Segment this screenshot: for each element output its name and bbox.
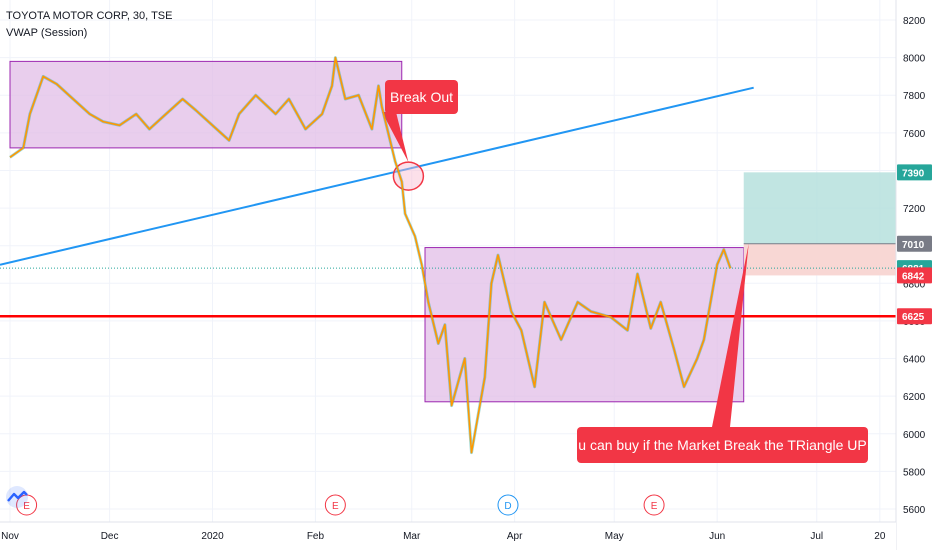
- price-vwap-line: [9, 56, 732, 454]
- breakout-pointer: [382, 112, 409, 163]
- y-tick-label: 6200: [903, 392, 926, 403]
- event-marker: [324, 494, 346, 516]
- x-tick-label: Apr: [507, 531, 523, 542]
- buy-note-pointer: [712, 243, 749, 427]
- price-label: 7010: [902, 240, 925, 251]
- y-tick-label: 7600: [903, 129, 926, 140]
- y-tick-label: 5600: [903, 505, 926, 516]
- y-tick-label: 6400: [903, 355, 926, 366]
- x-tick-label: Mar: [403, 531, 421, 542]
- price-label-bg: [897, 308, 932, 325]
- price-label: 6842: [902, 271, 925, 282]
- tradingview-logo-icon: [4, 486, 30, 508]
- x-tick-label: Feb: [307, 531, 325, 542]
- x-tick-label: 2020: [201, 531, 224, 542]
- price-label-bg: [897, 164, 932, 181]
- x-tick-label: Jul: [810, 531, 823, 542]
- price-label: 6625: [902, 312, 925, 323]
- x-tick-label: Dec: [101, 531, 119, 542]
- y-tick-label: 6000: [903, 430, 926, 441]
- event-marker: [643, 494, 665, 516]
- breakout-callout[interactable]: Break Out: [385, 80, 458, 114]
- range-rectangle: [9, 60, 403, 149]
- y-tick-label: 5800: [903, 467, 926, 478]
- x-tick-label: 20: [874, 531, 886, 542]
- drawing-shapes[interactable]: [0, 60, 917, 427]
- x-tick-label: Jun: [709, 531, 725, 542]
- x-tick-label: Nov: [1, 531, 19, 542]
- range-rectangle: [424, 247, 745, 403]
- y-tick-label: 8200: [903, 16, 926, 27]
- target-zone: [743, 172, 917, 244]
- price-line: [9, 56, 732, 455]
- time-axis[interactable]: Nov Dec 2020 Feb Mar Apr May Jun Jul 20: [0, 521, 896, 550]
- x-tick-label: May: [605, 531, 624, 542]
- time-axis-bg: [0, 522, 896, 550]
- buy-note-callout[interactable]: u can buy if the Market Break the TRiang…: [577, 427, 868, 463]
- y-tick-label: 7800: [903, 91, 926, 102]
- stop-zone: [743, 243, 917, 276]
- price-label: 7390: [902, 168, 925, 179]
- event-marker-label: E: [651, 501, 658, 512]
- y-tick-label: 6800: [903, 279, 926, 290]
- price-axis[interactable]: 5600580060006200640066006800700072007400…: [895, 0, 932, 550]
- symbol-title[interactable]: TOYOTA MOTOR CORP, 30, TSE: [6, 10, 173, 22]
- y-tick-label: 8000: [903, 54, 926, 65]
- event-marker-label: D: [504, 501, 511, 512]
- trendline: [0, 86, 754, 266]
- price-label-bg: [897, 235, 932, 252]
- event-marker: [497, 494, 519, 516]
- indicator-label[interactable]: VWAP (Session): [6, 27, 88, 39]
- event-marker-label: E: [23, 501, 30, 512]
- event-marker-label: E: [332, 501, 339, 512]
- price-label-bg: [897, 267, 932, 284]
- y-tick-label: 7200: [903, 204, 926, 215]
